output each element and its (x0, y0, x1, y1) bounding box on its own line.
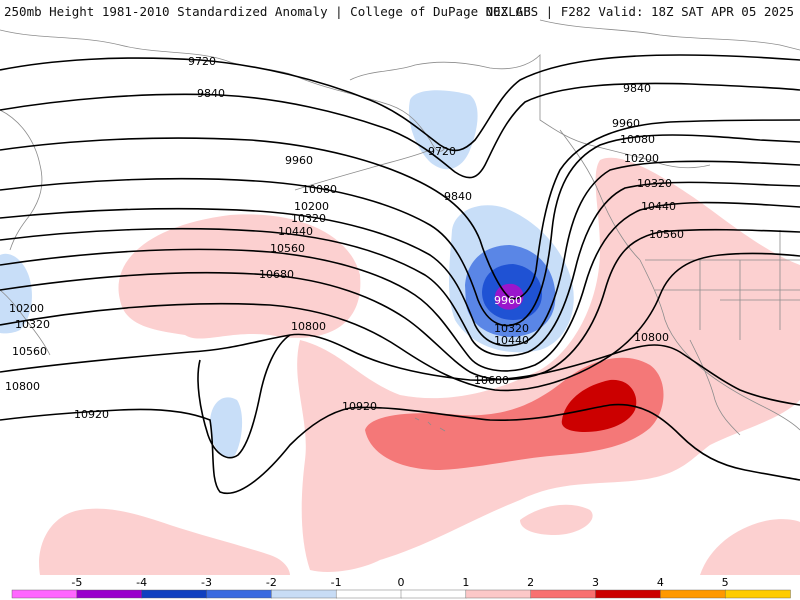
label-10440-r: 10440 (641, 200, 676, 213)
positive-anomaly-region-west (118, 214, 361, 339)
colorbar-cell (271, 589, 337, 599)
label-10080-r: 10080 (620, 133, 655, 146)
label-9840-b: 9840 (444, 190, 472, 203)
label-9840-a: 9840 (197, 87, 225, 100)
colorbar-tick-label: 1 (462, 576, 469, 589)
label-10320-r: 10320 (637, 177, 672, 190)
label-10320-w: 10320 (15, 318, 50, 331)
positive-anomaly-region-sw (39, 508, 291, 575)
contour-9720 (0, 54, 800, 152)
colorbar-cell (76, 589, 143, 599)
coast-bc (559, 129, 641, 261)
colorbar-cells (11, 589, 791, 599)
contour-10800-loop (197, 334, 291, 459)
colorbar-cell (141, 589, 208, 599)
contour-10440 (0, 201, 800, 372)
contour-10800 (0, 333, 800, 406)
colorbar: -5 -4 -3 -2 -1 0 1 2 3 4 5 (0, 575, 800, 600)
label-9960-a: 9960 (285, 154, 313, 167)
model-run-info: 00Z GFS | F282 Valid: 18Z SAT APR 05 202… (485, 4, 794, 19)
coast-kamchatka (0, 109, 43, 251)
colorbar-tick-label: 2 (527, 576, 534, 589)
coast-hawaii (414, 417, 446, 432)
label-10800-w: 10800 (5, 380, 40, 393)
label-10560-w: 10560 (12, 345, 47, 358)
label-10680-a: 10680 (259, 268, 294, 281)
colorbar-tick-label: -3 (201, 576, 212, 589)
coast-japan (0, 289, 51, 356)
negative-anomaly-west-edge (0, 253, 32, 334)
coast-alaska (349, 54, 711, 169)
contour-9840 (0, 82, 800, 179)
state-lines (645, 230, 800, 340)
contour-9960 (0, 119, 800, 300)
label-10800-a: 10800 (291, 320, 326, 333)
height-contours (0, 54, 800, 495)
colorbar-cell (595, 589, 662, 599)
coast-canada (539, 19, 800, 51)
positive-anomaly-region-mid (520, 504, 593, 535)
label-10200-a: 10200 (294, 200, 329, 213)
colorbar-tick-label: -2 (266, 576, 277, 589)
label-9840-r: 9840 (623, 82, 651, 95)
label-10200-r: 10200 (624, 152, 659, 165)
label-9960-low: 9960 (494, 294, 522, 307)
colorbar-cell (724, 589, 791, 599)
colorbar-cell (465, 589, 532, 599)
positive-anomaly-core (365, 357, 664, 470)
coast-baja (689, 339, 741, 436)
colorbar-cell (11, 589, 78, 599)
label-10080-a: 10080 (302, 183, 337, 196)
colorbar-cell (660, 589, 726, 599)
label-10320-a: 10320 (291, 212, 326, 225)
colorbar-tick-label: -4 (136, 576, 147, 589)
negative-anomaly-small (210, 397, 243, 458)
coast-aleutians (294, 149, 431, 191)
contour-labels: 9720 9840 9960 10080 10200 10320 10440 1… (5, 55, 684, 421)
colorbar-tick-label: -5 (71, 576, 82, 589)
colorbar-tick-label: 5 (722, 576, 729, 589)
label-10440-a: 10440 (278, 225, 313, 238)
label-10560-a: 10560 (270, 242, 305, 255)
colorbar-ticks: -5 -4 -3 -2 -1 0 1 2 3 4 5 (71, 576, 728, 589)
contour-10560 (0, 228, 800, 381)
colorbar-cell (530, 589, 597, 599)
colorbar-tick-label: 3 (592, 576, 599, 589)
map-title: 250mb Height 1981-2010 Standardized Anom… (4, 4, 531, 19)
coast-uswest (639, 259, 800, 431)
label-10560-r: 10560 (649, 228, 684, 241)
label-9960-r: 9960 (612, 117, 640, 130)
contour-10200 (0, 160, 800, 347)
colorbar-tick-label: 4 (657, 576, 664, 589)
anomaly-shading (0, 90, 800, 575)
colorbar-cell (206, 589, 273, 599)
label-10920-b: 10920 (342, 400, 377, 413)
contour-10920 (0, 403, 800, 495)
positive-anomaly-peak (561, 379, 637, 432)
contour-10080 (0, 134, 800, 327)
label-9720-b: 9720 (428, 145, 456, 158)
colorbar-tick-label: -1 (331, 576, 342, 589)
colorbar-cell (335, 589, 402, 599)
label-10800-b: 10800 (634, 331, 669, 344)
contour-10320 (0, 181, 800, 357)
label-9720-a: 9720 (188, 55, 216, 68)
label-10320-low: 10320 (494, 322, 529, 335)
label-10200-w: 10200 (9, 302, 44, 315)
contour-10680 (0, 252, 800, 392)
positive-anomaly-region-se (700, 519, 800, 575)
label-10680-b: 10680 (474, 374, 509, 387)
label-10440-low: 10440 (494, 334, 529, 347)
colorbar-cell (400, 589, 467, 599)
label-10920-a: 10920 (74, 408, 109, 421)
colorbar-tick-label: 0 (398, 576, 405, 589)
